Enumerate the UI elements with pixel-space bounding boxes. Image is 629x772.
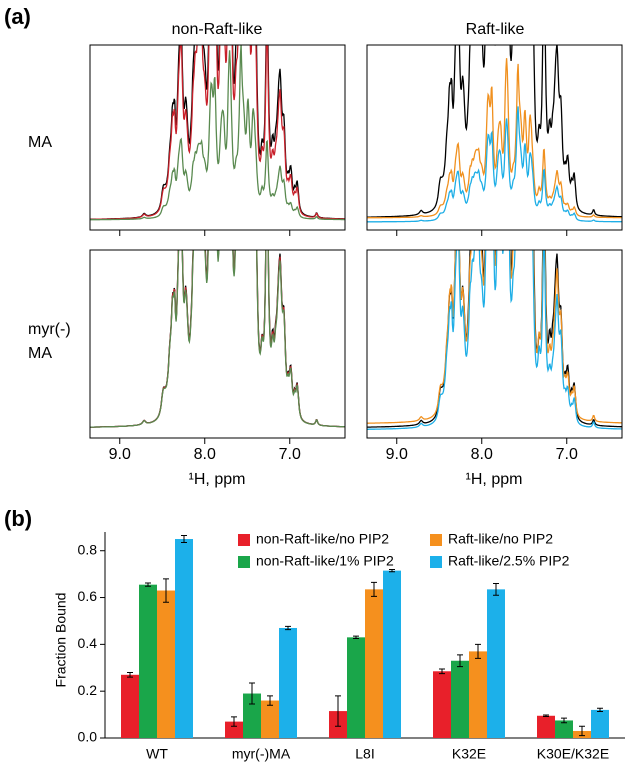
legend-label: non-Raft-like/no PIP2 (256, 531, 389, 547)
bar (469, 651, 487, 738)
error-bar (493, 583, 499, 596)
legend-label: non-Raft-like/1% PIP2 (256, 553, 394, 569)
spectrum (367, 106, 622, 223)
bar (279, 627, 297, 738)
bar (225, 721, 243, 738)
bar (591, 709, 609, 738)
legend-swatch (430, 534, 442, 546)
spectrum (367, 250, 622, 428)
y-tick-label: 0.8 (78, 541, 98, 557)
legend-swatch (238, 534, 250, 546)
plot-frame (366, 249, 623, 439)
plot-frame (89, 249, 346, 439)
error-bar (285, 625, 291, 631)
plot-frame (89, 44, 346, 231)
x-tick-label: 8.0 (194, 446, 216, 463)
error-bar (127, 671, 133, 678)
spectrum (367, 250, 622, 424)
bar (365, 589, 383, 738)
y-axis-label: Fraction Bound (53, 593, 69, 688)
x-tick-label: 8.0 (471, 446, 493, 463)
x-tick-label: 9.0 (109, 446, 131, 463)
error-bar (561, 717, 567, 724)
error-bar (389, 568, 395, 573)
bar (555, 720, 573, 738)
spectrum (90, 45, 345, 221)
x-axis-label: ¹H, ppm (466, 471, 523, 488)
error-bar (439, 668, 445, 675)
column-title: non-Raft-like (172, 21, 263, 38)
bar (243, 693, 261, 738)
row-label: MA (28, 345, 52, 362)
bar (487, 589, 505, 738)
bar (261, 700, 279, 738)
x-tick-label: myr(-)MA (232, 746, 291, 762)
bar (433, 671, 451, 738)
x-tick-label: K32E (452, 746, 486, 762)
x-axis-label: ¹H, ppm (189, 471, 246, 488)
error-bar (475, 643, 481, 659)
spectrum (90, 45, 345, 220)
x-tick-label: 7.0 (556, 446, 578, 463)
x-tick-label: 9.0 (386, 446, 408, 463)
error-bar (353, 635, 359, 640)
bar (451, 660, 469, 738)
y-tick-label: 0.6 (78, 588, 98, 604)
legend-label: Raft-like/2.5% PIP2 (448, 553, 570, 569)
bar (383, 570, 401, 738)
spectrum (367, 45, 622, 218)
legend-swatch (238, 556, 250, 568)
bar (537, 715, 555, 738)
bar (347, 637, 365, 738)
panel-label: (a) (4, 4, 31, 29)
bar (175, 539, 193, 738)
error-bar (371, 581, 377, 597)
legend-label: Raft-like/no PIP2 (448, 531, 553, 547)
error-bar (231, 716, 237, 727)
spectrum (367, 250, 622, 430)
row-label: MA (28, 134, 52, 151)
bar (121, 674, 139, 738)
legend-swatch (430, 556, 442, 568)
error-bar (597, 707, 603, 713)
y-tick-label: 0.0 (78, 729, 98, 745)
panel-label: (b) (4, 506, 32, 531)
y-tick-label: 0.4 (78, 635, 98, 651)
error-bar (543, 714, 549, 717)
column-title: Raft-like (466, 21, 525, 38)
error-bar (181, 535, 187, 544)
error-bar (249, 682, 255, 705)
error-bar (163, 578, 169, 603)
x-tick-label: K30E/K32E (537, 746, 609, 762)
error-bar (145, 582, 151, 587)
bar (139, 584, 157, 738)
x-tick-label: L8I (355, 746, 374, 762)
spectrum (367, 58, 622, 219)
spectrum (90, 250, 345, 428)
x-tick-label: WT (146, 746, 168, 762)
error-bar (335, 695, 341, 727)
error-bar (579, 725, 585, 737)
x-tick-label: 7.0 (279, 446, 301, 463)
plot-frame (366, 44, 623, 231)
error-bar (267, 695, 273, 706)
bar (157, 590, 175, 738)
error-bar (457, 654, 463, 668)
row-label: myr(-) (28, 321, 71, 338)
y-tick-label: 0.2 (78, 682, 98, 698)
